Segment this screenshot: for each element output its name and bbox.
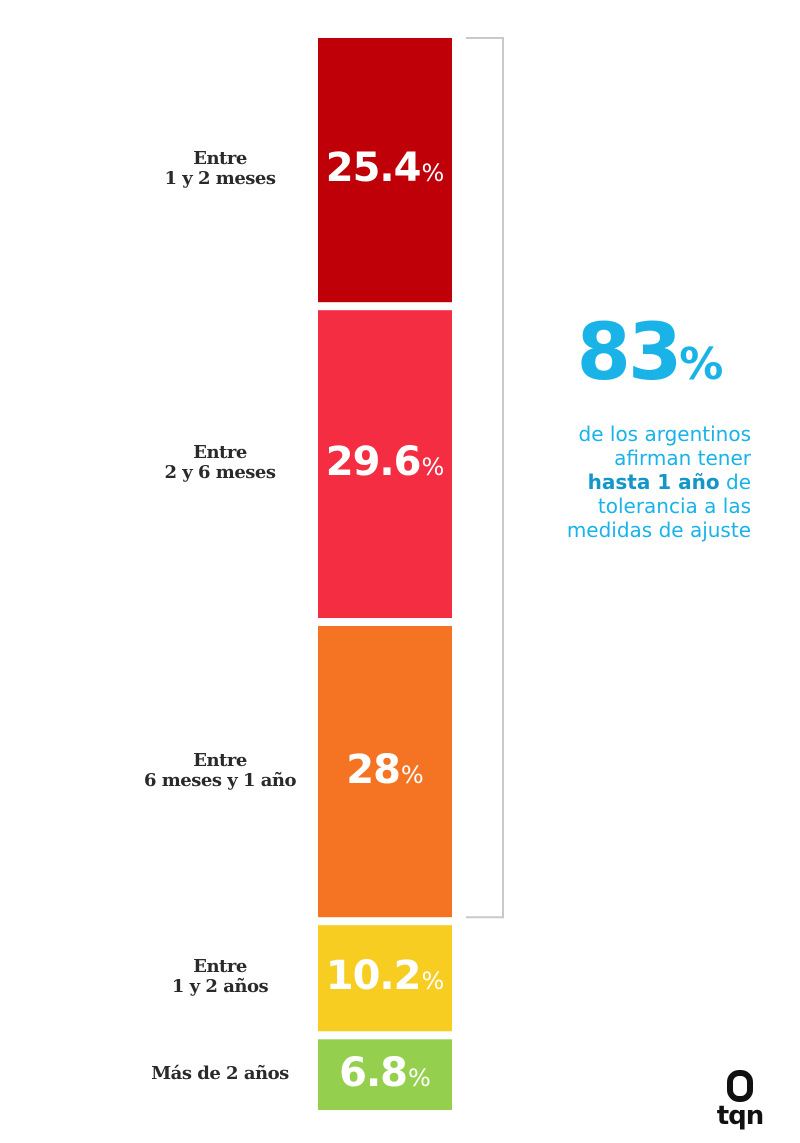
category-label: Entre 1 y 2 meses (85, 149, 355, 189)
category-label-line: Entre (193, 442, 247, 464)
summary-line-3: hasta 1 año de (535, 470, 751, 494)
value-number: 28 (346, 746, 401, 793)
summary-line-4: tolerancia a las (597, 494, 751, 518)
summary-highlight: hasta 1 año (587, 470, 720, 494)
summary-line-5: medidas de ajuste (566, 518, 751, 542)
value-unit: % (400, 760, 424, 789)
category-label: Más de 2 años (85, 1062, 355, 1084)
value-label: 25.4% (318, 145, 452, 191)
category-label-line: Entre (193, 956, 247, 978)
logo-mark-icon (727, 1070, 753, 1102)
category-label: Entre 6 meses y 1 año (85, 749, 355, 791)
summary-big-number: 83% (520, 305, 780, 413)
value-label: 28% (318, 747, 452, 793)
summary-line-2: afirman tener (614, 446, 751, 470)
bar-segment (318, 38, 452, 303)
category-label-line: Más de 2 años (151, 1062, 289, 1084)
bar-segment (318, 626, 452, 918)
summary-unit: % (679, 339, 724, 390)
value-label: 10.2% (318, 953, 452, 999)
value-number: 6.8 (339, 1049, 408, 1096)
value-number: 25.4 (325, 145, 422, 192)
summary-number: 83 (576, 308, 683, 398)
category-label-line: 6 meses y 1 año (143, 769, 297, 791)
summary-line-1: de los argentinos (578, 422, 751, 446)
value-label: 6.8% (318, 1050, 452, 1096)
value-number: 10.2 (325, 953, 422, 1000)
value-label: 29.6% (318, 439, 452, 485)
category-label-line: Entre (193, 148, 247, 170)
category-label: Entre 2 y 6 meses (85, 443, 355, 483)
category-label: Entre 1 y 2 años (85, 957, 355, 997)
value-number: 29.6 (325, 439, 422, 486)
bar-segment (318, 310, 452, 618)
tqn-logo: tqn (708, 1070, 772, 1130)
value-unit: % (421, 159, 445, 188)
summary-line-3-rest: de (719, 470, 751, 494)
category-label-line: 1 y 2 años (171, 976, 269, 998)
value-unit: % (421, 967, 445, 996)
summary-block: 83% (520, 305, 780, 413)
summary-bracket (466, 37, 504, 919)
bar-segment (318, 925, 452, 1032)
category-label-line: 1 y 2 meses (164, 168, 276, 190)
bar-segment (318, 1039, 452, 1110)
value-unit: % (421, 453, 445, 482)
value-unit: % (408, 1063, 431, 1092)
category-label-line: 2 y 6 meses (164, 462, 276, 484)
logo-text: tqn (716, 1101, 765, 1131)
category-label-line: Entre (193, 749, 247, 771)
summary-caption: de los argentinos afirman tener hasta 1 … (535, 422, 751, 542)
